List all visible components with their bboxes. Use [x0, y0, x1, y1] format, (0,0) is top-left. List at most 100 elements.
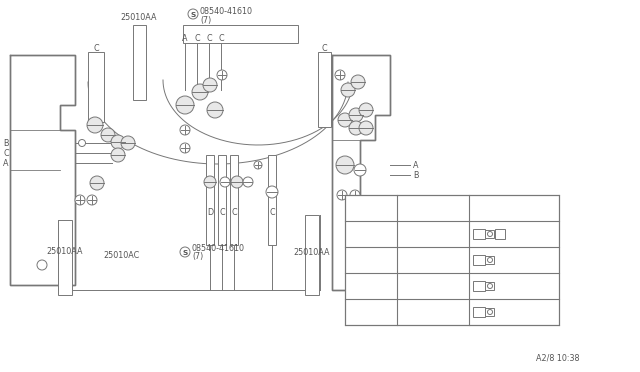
- Text: —24860PD
(F/AIR BAG): —24860PD (F/AIR BAG): [495, 305, 538, 319]
- Circle shape: [363, 260, 373, 270]
- Text: LOCATION: LOCATION: [349, 203, 392, 212]
- Text: —24860P: —24860P: [507, 231, 542, 237]
- Circle shape: [220, 177, 230, 187]
- Circle shape: [335, 70, 345, 80]
- Text: (7): (7): [192, 253, 204, 262]
- Circle shape: [203, 78, 217, 92]
- Bar: [473, 307, 485, 317]
- Text: S: S: [190, 12, 196, 17]
- Text: LED: LED: [426, 308, 440, 317]
- Circle shape: [180, 125, 190, 135]
- Text: E: E: [369, 308, 374, 317]
- Text: C: C: [93, 44, 99, 52]
- Circle shape: [75, 195, 85, 205]
- Bar: [268, 155, 276, 245]
- Text: 25010AA: 25010AA: [121, 13, 157, 22]
- Circle shape: [488, 231, 493, 237]
- Text: D: D: [207, 208, 213, 217]
- Circle shape: [266, 186, 278, 198]
- Text: C: C: [321, 44, 327, 52]
- Circle shape: [87, 195, 97, 205]
- Text: —24860PB: —24860PB: [495, 283, 536, 289]
- Circle shape: [79, 140, 86, 147]
- Circle shape: [87, 117, 103, 133]
- Text: C: C: [218, 33, 224, 42]
- Bar: [473, 255, 485, 265]
- Bar: [473, 229, 485, 239]
- Circle shape: [180, 143, 190, 153]
- Bar: [485, 256, 494, 264]
- Bar: [473, 281, 485, 291]
- Text: 08540-41610: 08540-41610: [192, 244, 245, 253]
- Circle shape: [37, 260, 47, 270]
- Circle shape: [180, 247, 190, 257]
- Text: A2/8 10:38: A2/8 10:38: [536, 353, 580, 362]
- Circle shape: [111, 148, 125, 162]
- Circle shape: [488, 283, 493, 289]
- Text: 08540-41610: 08540-41610: [200, 6, 253, 16]
- Circle shape: [359, 103, 373, 117]
- Text: —24860PA: —24860PA: [495, 257, 535, 263]
- Circle shape: [90, 176, 104, 190]
- Circle shape: [350, 190, 360, 200]
- Circle shape: [192, 84, 208, 100]
- Bar: [485, 230, 494, 238]
- Circle shape: [359, 121, 373, 135]
- Text: 14V-1.4W: 14V-1.4W: [414, 282, 452, 291]
- Text: A: A: [368, 230, 374, 238]
- Text: S: S: [182, 250, 188, 256]
- Circle shape: [338, 113, 352, 127]
- Circle shape: [349, 108, 363, 122]
- Bar: [318, 52, 331, 127]
- Text: B: B: [368, 256, 374, 264]
- Circle shape: [188, 9, 198, 19]
- Circle shape: [349, 121, 363, 135]
- Circle shape: [101, 128, 115, 142]
- Bar: [133, 25, 146, 100]
- Circle shape: [351, 75, 365, 89]
- Bar: [495, 229, 505, 239]
- Circle shape: [231, 176, 243, 188]
- Text: C: C: [3, 148, 9, 157]
- Bar: [218, 155, 226, 245]
- Text: C: C: [206, 33, 212, 42]
- Circle shape: [111, 135, 125, 149]
- Circle shape: [337, 190, 347, 200]
- Text: A: A: [182, 33, 188, 42]
- Text: A: A: [413, 160, 419, 170]
- Bar: [88, 52, 104, 122]
- Bar: [206, 155, 214, 245]
- Text: 25010AC: 25010AC: [103, 251, 140, 260]
- Circle shape: [341, 83, 355, 97]
- Circle shape: [254, 161, 262, 169]
- Text: 25010AA: 25010AA: [47, 247, 83, 256]
- Circle shape: [121, 136, 135, 150]
- Polygon shape: [332, 55, 390, 290]
- Circle shape: [488, 310, 493, 314]
- Bar: [485, 282, 494, 290]
- Text: CODE NO.: CODE NO.: [493, 203, 535, 212]
- Circle shape: [207, 102, 223, 118]
- Bar: [305, 215, 319, 295]
- Polygon shape: [10, 55, 75, 285]
- Text: A: A: [3, 158, 9, 167]
- Circle shape: [336, 156, 354, 174]
- Bar: [345, 195, 559, 325]
- Text: C: C: [269, 208, 275, 217]
- Text: SPECIFICATION: SPECIFICATION: [401, 203, 465, 212]
- Text: 14V-3.4W: 14V-3.4W: [414, 230, 452, 238]
- Text: (7): (7): [200, 16, 211, 25]
- Text: C: C: [368, 282, 374, 291]
- Circle shape: [354, 164, 366, 176]
- Circle shape: [204, 176, 216, 188]
- Text: C: C: [231, 208, 237, 217]
- Text: B: B: [413, 170, 419, 180]
- Text: C: C: [194, 33, 200, 42]
- Text: 25010AA: 25010AA: [294, 248, 330, 257]
- Text: 14V-3.4WL: 14V-3.4WL: [412, 256, 454, 264]
- Bar: [485, 308, 494, 316]
- Text: C: C: [219, 208, 225, 217]
- Circle shape: [488, 257, 493, 263]
- Text: B: B: [3, 138, 9, 148]
- Bar: [230, 155, 238, 245]
